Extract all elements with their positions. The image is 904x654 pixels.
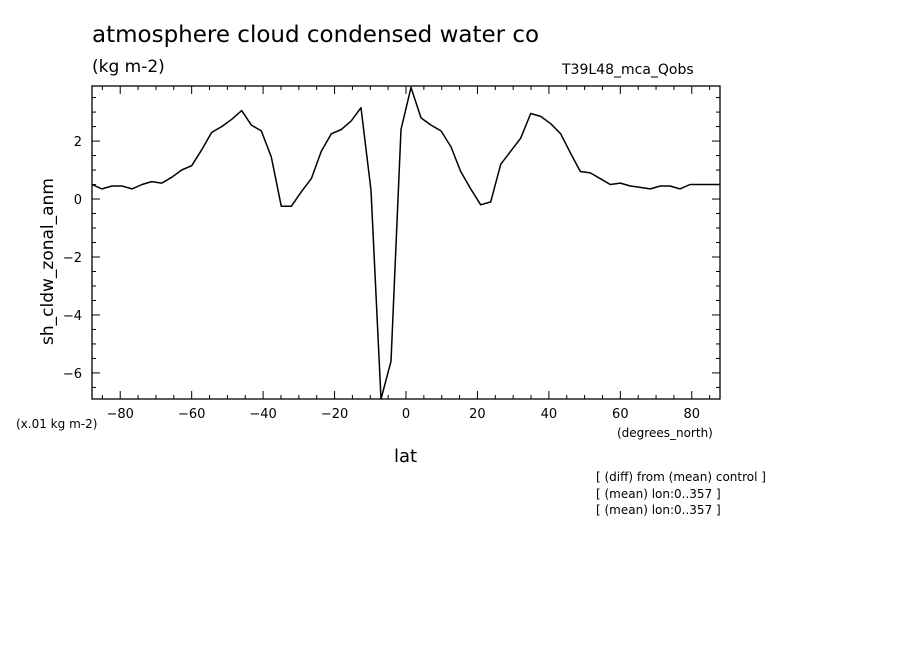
x-tick-label: −60 bbox=[178, 407, 205, 422]
series-line-0 bbox=[91, 86, 720, 400]
scale-note: (x.01 kg m-2) bbox=[16, 417, 98, 431]
note-mean-lon-1: [ (mean) lon:0..357 ] bbox=[596, 487, 721, 501]
note-diff: [ (diff) from (mean) control ] bbox=[596, 470, 766, 484]
x-tick-label: 80 bbox=[684, 407, 701, 422]
y-tick-label: −4 bbox=[63, 309, 82, 324]
x-axis-units: (degrees_north) bbox=[617, 426, 713, 440]
y-tick-label: 2 bbox=[74, 135, 82, 150]
plot-frame bbox=[91, 85, 721, 400]
x-tick-label: 60 bbox=[612, 407, 629, 422]
y-tick-label: −2 bbox=[63, 251, 82, 266]
y-tick-label: 0 bbox=[74, 193, 82, 208]
y-tick-label: −6 bbox=[63, 367, 82, 382]
x-tick-label: 0 bbox=[402, 407, 410, 422]
run-label: T39L48_mca_Qobs bbox=[562, 62, 694, 78]
x-tick-label: 20 bbox=[469, 407, 486, 422]
chart-units: (kg m-2) bbox=[92, 57, 165, 77]
chart-title: atmosphere cloud condensed water co bbox=[92, 22, 540, 48]
x-tick-label: −20 bbox=[321, 407, 348, 422]
x-axis-label: lat bbox=[394, 446, 418, 467]
x-tick-label: −40 bbox=[249, 407, 276, 422]
x-tick-label: −80 bbox=[107, 407, 134, 422]
x-tick-label: 40 bbox=[541, 407, 558, 422]
note-mean-lon-2: [ (mean) lon:0..357 ] bbox=[596, 503, 721, 517]
